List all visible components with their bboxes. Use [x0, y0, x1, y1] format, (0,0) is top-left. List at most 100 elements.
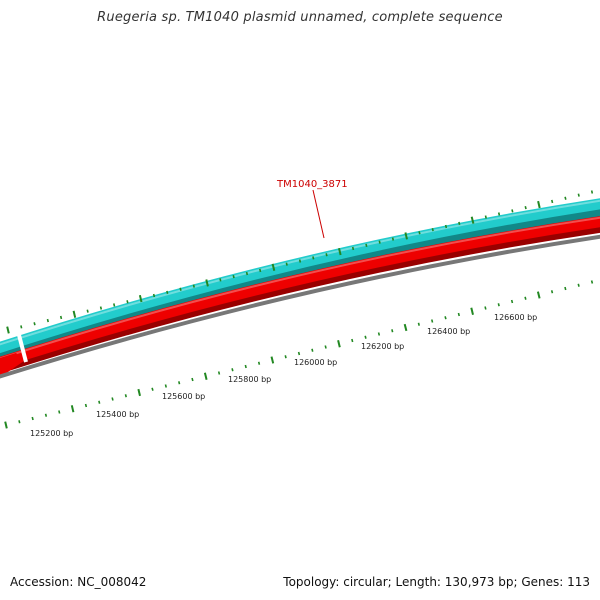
- major-tick: [70, 405, 75, 413]
- minor-tick: [285, 262, 288, 266]
- minor-tick: [457, 312, 460, 317]
- minor-tick: [364, 335, 367, 339]
- minor-tick: [418, 231, 421, 235]
- minor-tick: [231, 368, 234, 372]
- major-tick: [470, 307, 474, 315]
- reverse-gene-highlight: [0, 216, 600, 360]
- reverse-gene-arrow[interactable]: [0, 353, 24, 375]
- minor-tick: [524, 206, 527, 210]
- minor-tick: [232, 275, 235, 279]
- minor-tick: [164, 384, 167, 388]
- position-label: 125800 bp: [228, 375, 271, 384]
- reverse-gene-track: [0, 216, 600, 375]
- position-label: 125600 bp: [162, 392, 205, 401]
- minor-tick: [444, 224, 448, 229]
- major-tick: [470, 216, 475, 224]
- major-tick: [137, 388, 141, 397]
- position-labels: 125200 bp 125400 bp 125600 bp 125800 bp 1260…: [30, 313, 537, 438]
- minor-tick: [417, 322, 420, 326]
- minor-tick: [311, 348, 314, 352]
- major-tick: [271, 263, 276, 271]
- major-tick: [338, 247, 342, 256]
- lower-tick-marks: [4, 280, 594, 429]
- minor-tick: [259, 268, 262, 273]
- minor-tick: [510, 299, 514, 304]
- minor-tick: [44, 413, 48, 417]
- minor-tick: [458, 221, 461, 225]
- major-tick: [4, 421, 8, 429]
- minor-tick: [484, 215, 487, 219]
- minor-tick: [59, 315, 63, 320]
- minor-tick: [377, 332, 381, 336]
- major-tick: [270, 356, 275, 364]
- minor-tick: [179, 287, 182, 291]
- minor-tick: [297, 351, 301, 356]
- minor-tick: [391, 237, 395, 241]
- minor-tick: [284, 355, 287, 359]
- minor-tick: [365, 243, 368, 247]
- minor-tick: [577, 193, 580, 197]
- minor-tick: [86, 309, 89, 313]
- gene-label[interactable]: TM1040_3871: [276, 179, 348, 190]
- minor-tick: [33, 322, 36, 326]
- minor-tick: [590, 190, 594, 194]
- minor-tick: [524, 296, 527, 300]
- major-tick: [203, 372, 208, 380]
- minor-tick: [192, 284, 195, 288]
- minor-tick: [564, 286, 567, 291]
- position-label: 126200 bp: [361, 342, 404, 351]
- minor-tick: [325, 253, 328, 257]
- position-label: 126000 bp: [294, 358, 337, 367]
- minor-tick: [111, 397, 114, 401]
- position-label: 125200 bp: [30, 429, 73, 438]
- minor-tick: [444, 316, 447, 320]
- gene-label-leader: [312, 189, 325, 239]
- minor-tick: [391, 329, 394, 333]
- minor-tick: [511, 209, 514, 213]
- minor-tick: [244, 364, 247, 369]
- reverse-gene[interactable]: [0, 216, 600, 369]
- minor-tick: [257, 361, 261, 365]
- minor-tick: [497, 303, 500, 307]
- summary-text: Topology: circular; Length: 130,973 bp; …: [283, 575, 590, 589]
- position-label: 125400 bp: [96, 410, 139, 419]
- minor-tick: [550, 290, 554, 294]
- minor-tick: [58, 410, 61, 414]
- minor-tick: [126, 300, 129, 304]
- major-tick: [404, 232, 408, 240]
- position-label: 126600 bp: [494, 313, 537, 322]
- minor-tick: [84, 403, 88, 408]
- minor-tick: [152, 293, 156, 298]
- minor-tick: [245, 271, 249, 276]
- major-tick: [403, 323, 408, 332]
- major-tick: [138, 294, 143, 303]
- minor-tick: [46, 318, 49, 323]
- major-tick: [537, 200, 541, 209]
- minor-tick: [151, 387, 154, 391]
- minor-tick: [98, 400, 101, 404]
- major-tick: [536, 291, 541, 299]
- gene-boundary-gap: [17, 334, 28, 363]
- minor-tick: [166, 290, 169, 294]
- minor-tick: [99, 306, 103, 310]
- position-label: 126400 bp: [427, 327, 470, 336]
- minor-tick: [191, 377, 194, 382]
- major-tick: [6, 326, 10, 334]
- minor-tick: [378, 240, 381, 244]
- major-tick: [205, 279, 209, 287]
- minor-tick: [431, 228, 434, 232]
- minor-tick: [351, 246, 355, 251]
- minor-tick: [219, 278, 222, 282]
- sequence-backbone: [0, 234, 600, 379]
- minor-tick: [497, 212, 501, 216]
- minor-tick: [564, 196, 567, 200]
- map-title: Ruegeria sp. TM1040 plasmid unnamed, com…: [97, 10, 503, 25]
- accession-text: Accession: NC_008042: [10, 575, 147, 589]
- minor-tick: [324, 345, 327, 349]
- forward-gene[interactable]: [0, 198, 600, 354]
- upper-tick-marks: [6, 190, 594, 334]
- minor-tick: [551, 199, 554, 204]
- minor-tick: [577, 283, 580, 287]
- minor-tick: [20, 325, 23, 329]
- minor-tick: [431, 319, 434, 323]
